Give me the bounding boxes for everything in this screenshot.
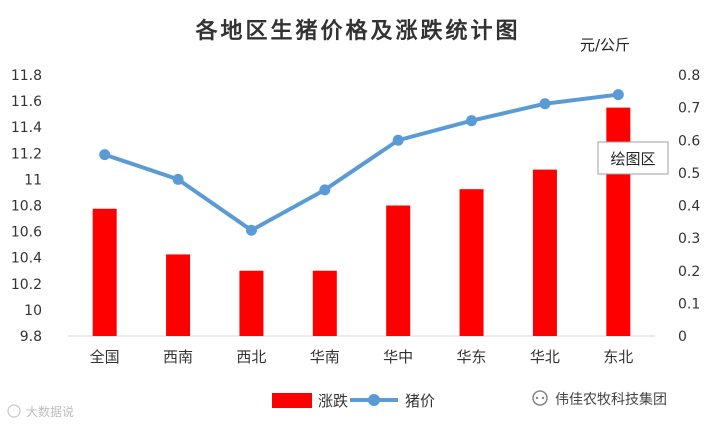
price-point-东北 bbox=[612, 89, 624, 101]
price-point-华南 bbox=[319, 184, 331, 196]
price-line bbox=[104, 92, 619, 233]
right-tick-label: 0.5 bbox=[678, 166, 700, 182]
tooltip-label: 绘图区 bbox=[610, 150, 655, 168]
wechat-icon-eye-right bbox=[541, 396, 545, 400]
category-label: 西北 bbox=[236, 348, 266, 366]
bar-series bbox=[92, 107, 631, 336]
price-point-华东 bbox=[466, 115, 478, 127]
price-point-西北 bbox=[245, 224, 257, 236]
price-point-西南 bbox=[172, 173, 184, 185]
price-point-华中 bbox=[392, 134, 404, 146]
category-label: 华中 bbox=[383, 348, 413, 366]
right-tick-label: 0.8 bbox=[678, 68, 700, 84]
bar-华东 bbox=[459, 189, 484, 336]
left-tick-label: 11.6 bbox=[11, 94, 42, 110]
left-tick-label: 10.2 bbox=[11, 277, 42, 293]
left-axis-ticks: 9.8 10 10.2 10.4 10.6 10.8 11 11.2 11.4 11.6 11.8 bbox=[11, 68, 42, 345]
unit-label: 元/公斤 bbox=[580, 36, 630, 54]
bar-华中 bbox=[386, 205, 411, 336]
price-point-华北 bbox=[539, 98, 551, 110]
left-tick-label: 10 bbox=[24, 303, 42, 319]
wechat-icon bbox=[532, 390, 548, 406]
left-tick-label: 11.4 bbox=[11, 120, 42, 136]
chart-title: 各地区生猪价格及涨跌统计图 bbox=[194, 18, 520, 44]
bar-华南 bbox=[312, 270, 337, 336]
publisher-badge: 伟佳农牧科技集团 bbox=[532, 390, 667, 408]
left-tick-label: 11.8 bbox=[11, 68, 42, 84]
category-label: 华东 bbox=[457, 348, 487, 366]
left-tick-label: 9.8 bbox=[20, 329, 42, 345]
right-tick-label: 0.1 bbox=[678, 296, 700, 312]
watermark-text: 大数据说 bbox=[26, 404, 74, 419]
right-tick-label: 0 bbox=[678, 329, 687, 345]
wechat-icon-eye-left bbox=[535, 396, 539, 400]
legend-label-bar: 涨跌 bbox=[318, 392, 348, 410]
category-label: 华南 bbox=[310, 348, 340, 366]
category-label: 西南 bbox=[163, 348, 193, 366]
right-tick-label: 0.4 bbox=[678, 199, 700, 215]
right-axis-ticks: 0 0.1 0.2 0.3 0.4 0.5 0.6 0.7 0.8 bbox=[678, 68, 700, 345]
category-labels: 全国 西南 西北 华南 华中 华东 华北 东北 bbox=[90, 348, 634, 366]
right-tick-label: 0.6 bbox=[678, 133, 700, 149]
legend: 涨跌 猪价 bbox=[272, 392, 435, 410]
line-series bbox=[99, 89, 624, 236]
watermark-icon bbox=[7, 404, 21, 418]
price-point-全国 bbox=[99, 149, 111, 161]
watermark: 大数据说 bbox=[7, 404, 74, 419]
tooltip-box bbox=[597, 141, 669, 175]
left-tick-label: 11.2 bbox=[11, 146, 42, 162]
category-label: 全国 bbox=[90, 348, 120, 366]
left-tick-label: 10.8 bbox=[11, 199, 42, 215]
bar-全国 bbox=[92, 208, 117, 336]
bar-西北 bbox=[239, 270, 264, 336]
right-tick-label: 0.2 bbox=[678, 264, 700, 280]
left-tick-label: 10.6 bbox=[11, 225, 42, 241]
left-tick-label: 10.4 bbox=[11, 251, 42, 267]
bar-华北 bbox=[532, 169, 557, 336]
category-label: 华北 bbox=[530, 348, 560, 366]
category-label: 东北 bbox=[603, 348, 633, 366]
bar-西南 bbox=[166, 254, 191, 336]
legend-swatch-marker bbox=[368, 394, 380, 406]
plot-area-tooltip: 绘图区 bbox=[597, 141, 669, 175]
right-tick-label: 0.3 bbox=[678, 231, 700, 247]
legend-swatch-bar bbox=[272, 393, 312, 408]
publisher-name: 伟佳农牧科技集团 bbox=[555, 391, 667, 408]
right-tick-label: 0.7 bbox=[678, 101, 700, 117]
left-tick-label: 11 bbox=[24, 172, 42, 188]
legend-label-line: 猪价 bbox=[405, 392, 435, 410]
